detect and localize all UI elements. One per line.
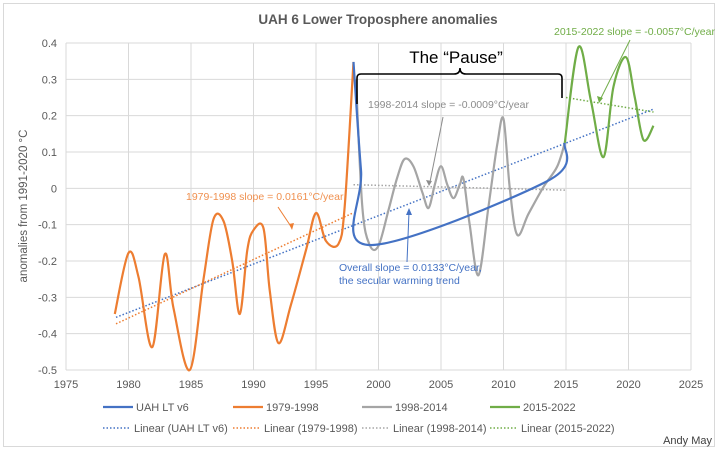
y-tick-label: -0.5 [38,365,57,377]
x-tick-label: 1975 [54,379,78,391]
y-tick-label: -0.3 [38,292,57,304]
credit-text: Andy May [663,435,712,447]
y-axis-label: anomalies from 1991-2020 °C [18,130,30,283]
x-tick-label: 2020 [616,379,640,391]
trendlines [115,96,654,325]
trendline-linear-1979-1998 [115,211,354,325]
x-tick-label: 1980 [116,379,140,391]
pause-label: The “Pause” [409,48,503,67]
gridlines [65,42,692,371]
y-tick-labels: 0.4 0.3 0.2 0.1 0 -0.1 -0.2 -0.3 -0.4 -0.5 [38,38,57,377]
x-tick-label: 1985 [179,379,203,391]
y-tick-label: 0.3 [42,74,57,86]
x-tick-labels: 1975 1980 1985 1990 1995 2000 2005 2010 2015 2020… [54,379,703,391]
x-tick-label: 2005 [429,379,453,391]
x-tick-label: 2010 [491,379,515,391]
slope-2015-label: 2015-2022 slope = -0.0057°C/year [554,26,715,38]
data-series [113,45,655,372]
legend: UAH LT v6 1979-1998 1998-2014 2015-2022 Line… [103,402,615,435]
legend-label: Linear (2015-2022) [521,423,615,435]
slope-1998-arrow [429,116,444,183]
x-tick-label: 2000 [366,379,390,391]
legend-label: 2015-2022 [523,402,576,414]
y-tick-label: 0.4 [42,38,57,50]
x-tick-label: 2015 [554,379,578,391]
y-tick-label: -0.2 [38,256,57,268]
y-tick-label: 0.2 [42,111,57,123]
slope-1998-arrowhead-icon [426,180,432,186]
slope-2015-arrowhead-icon [597,96,603,103]
y-tick-label: -0.4 [38,329,57,341]
chart-title: UAH 6 Lower Troposphere anomalies [258,12,497,27]
slope-2015-arrow [599,39,631,101]
pause-brace [356,67,563,104]
legend-label: Linear (1979-1998) [264,423,358,435]
legend-label: UAH LT v6 [136,402,189,414]
x-tick-label: 2025 [679,379,703,391]
slope-1979-arrowhead-icon [289,223,294,230]
chart-frame: UAH 6 Lower Troposphere anomalies anomal… [3,3,715,447]
overall-slope-arrow [406,211,410,263]
y-tick-label: 0 [51,183,57,195]
legend-label: Linear (UAH LT v6) [134,423,228,435]
y-tick-label: 0.1 [42,147,57,159]
series-1979-1998 [113,61,355,372]
series-1998-2014 [354,79,566,277]
overall-slope-label-line2: the secular warming trend [339,275,460,287]
slope-1979-label: 1979-1998 slope = 0.0161°C/year [186,191,344,203]
overall-slope-arrowhead-icon [406,208,412,215]
annotations: The “Pause” 1979-1998 slope = 0.0161°C/y… [186,26,715,287]
legend-label: 1998-2014 [395,402,448,414]
legend-label: 1979-1998 [266,402,319,414]
x-tick-label: 1995 [304,379,328,391]
legend-label: Linear (1998-2014) [393,423,487,435]
slope-1998-label: 1998-2014 slope = -0.0009°C/year [368,99,529,111]
trendline-linear-2015-2022 [565,96,654,113]
series-uah-lt-v6 [352,61,569,247]
y-tick-label: -0.1 [38,220,57,232]
overall-slope-label-line1: Overall slope = 0.0133°C/year, [339,262,482,274]
series-2015-2022 [563,45,655,159]
x-tick-label: 1990 [241,379,265,391]
